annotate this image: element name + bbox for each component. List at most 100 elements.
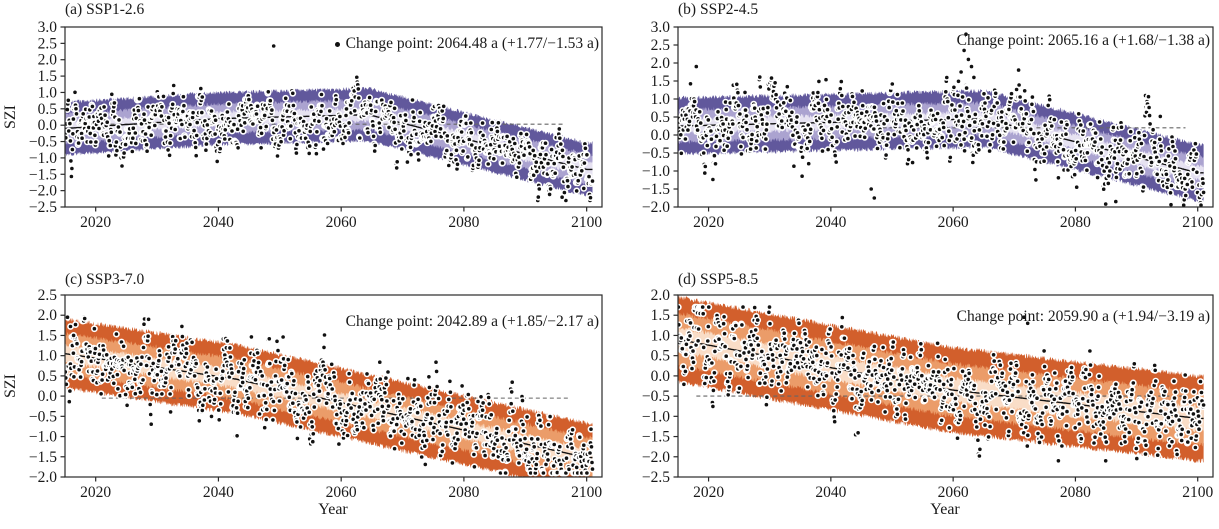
plot-border bbox=[64, 294, 603, 478]
x-tick-label: 2100 bbox=[1182, 484, 1213, 501]
y-tick-label: −1.0 bbox=[642, 408, 670, 425]
y-tick-label: −2.5 bbox=[29, 199, 57, 216]
scatter-points bbox=[65, 42, 596, 204]
scatter-points bbox=[678, 303, 1207, 465]
y-tick-label: −1.5 bbox=[642, 181, 670, 198]
y-tick-label: 0.0 bbox=[651, 127, 671, 144]
y-tick-label: 2.5 bbox=[38, 35, 58, 52]
y-tick-label: 1.0 bbox=[651, 91, 671, 108]
x-tick-label: 2100 bbox=[1182, 214, 1213, 231]
panel-title: (b) SSP2-4.5 bbox=[678, 1, 759, 18]
y-tick-label: 2.5 bbox=[38, 287, 58, 304]
y-tick-label: −1.5 bbox=[29, 166, 57, 183]
panel-ssp5-8-5: 2020 2040 2060 2080 2100 2.0 1.5 1.0 0.5 0.0 −0.5 −… bbox=[618, 268, 1219, 529]
y-axis: 3.02.52.01.51.00.50.0−0.5−1.0−1.5−2.0−2.… bbox=[29, 19, 65, 216]
plot-area-ssp5-8-5: 2020 2040 2060 2080 2100 2.0 1.5 1.0 0.5 0.0 −0.5 −… bbox=[642, 287, 1214, 501]
y-tick-label: 1.0 bbox=[38, 348, 58, 365]
y-axis-label: SZI bbox=[2, 105, 19, 129]
x-tick-label: 2080 bbox=[1060, 214, 1091, 231]
x-tick-label: 2040 bbox=[815, 484, 846, 501]
x-tick-label: 2020 bbox=[80, 214, 111, 231]
change-point-annotation: Change point: 2065.16 a (+1.68/−1.38 a) bbox=[957, 32, 1210, 50]
y-tick-label: −1.5 bbox=[642, 429, 670, 446]
y-tick-label: 1.5 bbox=[38, 327, 58, 344]
x-axis: 2020 2040 2060 2080 2100 bbox=[80, 477, 602, 501]
y-tick-label: 3.0 bbox=[38, 19, 58, 36]
plot-area-ssp2-4-5: 2020 2040 2060 2080 2100 3.02.52.01.51.00.50.… bbox=[642, 19, 1214, 231]
change-point-text: Change point: 2042.89 a (+1.85/−2.17 a) bbox=[345, 313, 599, 330]
y-tick-label: 1.5 bbox=[651, 73, 671, 90]
x-tick-label: 2060 bbox=[326, 214, 357, 231]
x-tick-label: 2020 bbox=[80, 484, 111, 501]
y-tick-label: 3.0 bbox=[651, 19, 671, 36]
x-axis-label: Year bbox=[318, 501, 348, 518]
x-tick-label: 2040 bbox=[203, 484, 234, 501]
change-point-text: Change point: 2065.16 a (+1.68/−1.38 a) bbox=[956, 32, 1210, 49]
y-axis: 3.02.52.01.51.00.50.0−0.5−1.0−1.5−2.0 bbox=[642, 19, 678, 216]
change-point-annotation: Change point: 2064.48 a (+1.77/−1.53 a) bbox=[334, 35, 599, 53]
change-point-annotation: Change point: 2059.90 a (+1.94/−3.19 a) bbox=[957, 308, 1210, 326]
x-axis: 2020 2040 2060 2080 2100 bbox=[693, 207, 1213, 231]
plot-border bbox=[64, 26, 603, 208]
y-tick-label: −0.5 bbox=[29, 134, 57, 151]
y-tick-label: 1.0 bbox=[38, 84, 58, 101]
x-tick-label: 2060 bbox=[326, 484, 357, 501]
y-axis: 2.0 1.5 1.0 0.5 0.0 −0.5 −1.0 −1.5 −2.0 −2.5 bbox=[642, 287, 678, 486]
panel-title: (c) SSP3-7.0 bbox=[65, 271, 145, 288]
x-axis: 2020 2040 2060 2080 2100 bbox=[693, 477, 1213, 501]
x-axis: 2020 2040 2060 2080 2100 bbox=[80, 207, 602, 231]
change-point-annotation: Change point: 2042.89 a (+1.85/−2.17 a) bbox=[346, 313, 599, 331]
y-tick-label: 0.5 bbox=[651, 109, 671, 126]
x-tick-label: 2080 bbox=[448, 214, 479, 231]
y-tick-label: −1.5 bbox=[29, 449, 57, 466]
x-tick-label: 2100 bbox=[571, 214, 602, 231]
panel-title: (a) SSP1-2.6 bbox=[65, 1, 145, 18]
x-tick-label: 2020 bbox=[693, 484, 724, 501]
y-tick-label: 1.5 bbox=[651, 307, 671, 324]
plot-area-ssp1-2-6: 2020 2040 2060 2080 2100 3.02.52.01.51.00.50.… bbox=[29, 19, 603, 231]
y-tick-label: 1.0 bbox=[651, 327, 671, 344]
y-axis: 2.5 2.0 1.5 1.0 0.5 0.0 −0.5 −1.0 −1.5 −2.0 bbox=[29, 287, 65, 486]
y-tick-label: 2.0 bbox=[38, 52, 58, 69]
plot-area-ssp3-7-0: 2020 2040 2060 2080 2100 2.5 2.0 1.5 1.0 0.5 0.0 −0… bbox=[29, 287, 603, 501]
x-tick-label: 2080 bbox=[1060, 484, 1091, 501]
y-tick-label: −0.5 bbox=[29, 408, 57, 425]
y-tick-label: −1.0 bbox=[642, 163, 670, 180]
y-tick-label: 0.5 bbox=[651, 348, 671, 365]
panel-ssp1-2-6: 2020 2040 2060 2080 2100 3.0 2.5 2.0 1.5 1.0 0.5 0.… bbox=[0, 0, 618, 245]
panel-ssp3-7-0: 2020 2040 2060 2080 2100 2.5 2.0 1.5 1.0 0.5 0.0 −0… bbox=[0, 268, 618, 529]
change-point-text: Change point: 2064.48 a (+1.77/−1.53 a) bbox=[345, 35, 599, 52]
y-tick-label: 0.0 bbox=[38, 117, 58, 134]
y-tick-label: 0.5 bbox=[38, 101, 58, 118]
x-tick-label: 2040 bbox=[815, 214, 846, 231]
x-tick-label: 2040 bbox=[203, 214, 234, 231]
y-tick-label: −1.0 bbox=[29, 429, 57, 446]
y-tick-label: −0.5 bbox=[642, 388, 670, 405]
y-axis-label: SZI bbox=[2, 374, 19, 398]
x-tick-label: 2060 bbox=[938, 214, 969, 231]
y-tick-label: −0.5 bbox=[642, 145, 670, 162]
y-tick-label: −2.0 bbox=[642, 199, 670, 216]
y-tick-label: 2.5 bbox=[651, 37, 671, 54]
y-tick-label: −2.0 bbox=[29, 183, 57, 200]
panel-title: (d) SSP5-8.5 bbox=[678, 271, 759, 288]
y-tick-label: 0.0 bbox=[651, 368, 671, 385]
y-tick-label: 0.0 bbox=[38, 388, 58, 405]
x-tick-label: 2020 bbox=[693, 214, 724, 231]
y-tick-label: −2.0 bbox=[642, 449, 670, 466]
scatter-points bbox=[65, 313, 596, 477]
x-tick-label: 2080 bbox=[448, 484, 479, 501]
plot-border bbox=[677, 294, 1214, 478]
change-point-text: Change point: 2059.90 a (+1.94/−3.19 a) bbox=[956, 308, 1210, 325]
panel-ssp2-4-5: 2020 2040 2060 2080 2100 3.0 2.5 2.0 1.5 1.0 0.5 0.… bbox=[618, 0, 1219, 245]
scatter-legend-dot-icon bbox=[334, 41, 340, 47]
y-tick-label: −2.5 bbox=[642, 469, 670, 486]
x-axis-label: Year bbox=[930, 501, 960, 518]
y-tick-label: −1.0 bbox=[29, 150, 57, 167]
x-tick-label: 2060 bbox=[938, 484, 969, 501]
y-tick-label: −2.0 bbox=[29, 469, 57, 486]
y-tick-label: 2.0 bbox=[38, 307, 58, 324]
scatter-points bbox=[678, 30, 1207, 207]
y-tick-label: 2.0 bbox=[651, 287, 671, 304]
